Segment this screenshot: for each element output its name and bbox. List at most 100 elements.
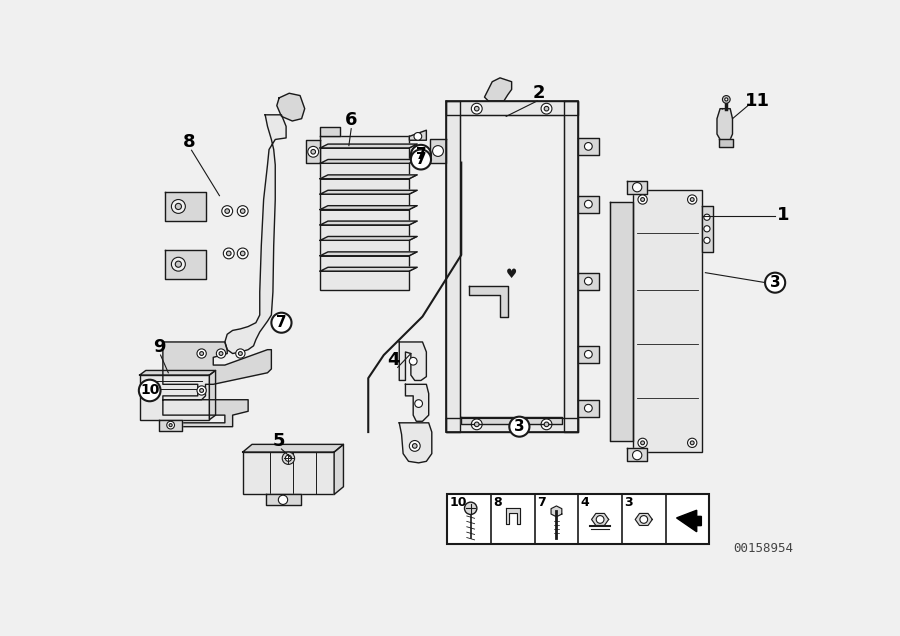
Text: 10: 10 xyxy=(450,495,467,509)
Circle shape xyxy=(472,103,482,114)
Polygon shape xyxy=(506,508,520,523)
Circle shape xyxy=(139,380,160,401)
Bar xyxy=(634,190,701,452)
Circle shape xyxy=(171,200,185,214)
Circle shape xyxy=(544,106,549,111)
Circle shape xyxy=(584,404,592,412)
Polygon shape xyxy=(320,127,339,136)
Text: 7: 7 xyxy=(416,152,427,167)
Circle shape xyxy=(308,146,319,157)
Polygon shape xyxy=(320,160,417,163)
Circle shape xyxy=(509,417,529,437)
Circle shape xyxy=(285,455,292,461)
Polygon shape xyxy=(320,221,417,225)
Circle shape xyxy=(169,424,172,427)
Circle shape xyxy=(474,106,479,111)
Circle shape xyxy=(690,198,694,202)
Polygon shape xyxy=(243,445,344,452)
Circle shape xyxy=(171,258,185,271)
Polygon shape xyxy=(306,140,320,163)
Circle shape xyxy=(688,195,697,204)
Circle shape xyxy=(411,145,431,165)
Text: ♥: ♥ xyxy=(506,268,518,280)
Bar xyxy=(460,115,563,418)
Polygon shape xyxy=(551,506,562,517)
Circle shape xyxy=(240,251,245,256)
Circle shape xyxy=(225,209,230,214)
Circle shape xyxy=(690,441,694,445)
Polygon shape xyxy=(610,202,634,441)
Text: 6: 6 xyxy=(345,111,357,129)
Circle shape xyxy=(410,441,420,452)
Circle shape xyxy=(638,438,647,448)
Circle shape xyxy=(236,349,245,358)
Circle shape xyxy=(544,422,549,427)
Circle shape xyxy=(272,313,292,333)
Circle shape xyxy=(412,444,417,448)
Circle shape xyxy=(541,419,552,430)
Circle shape xyxy=(197,386,206,395)
Circle shape xyxy=(433,146,444,156)
Circle shape xyxy=(176,204,182,209)
Text: 3: 3 xyxy=(625,495,633,509)
Polygon shape xyxy=(320,190,417,194)
Circle shape xyxy=(283,452,294,464)
Polygon shape xyxy=(719,139,733,147)
Circle shape xyxy=(765,273,785,293)
Polygon shape xyxy=(320,267,417,271)
Polygon shape xyxy=(277,93,305,121)
Polygon shape xyxy=(166,249,205,279)
Circle shape xyxy=(166,421,175,429)
Bar xyxy=(320,136,410,291)
Circle shape xyxy=(584,200,592,208)
Polygon shape xyxy=(400,423,432,463)
Circle shape xyxy=(238,352,242,356)
Polygon shape xyxy=(701,205,713,252)
Circle shape xyxy=(464,502,477,515)
Circle shape xyxy=(704,226,710,232)
Polygon shape xyxy=(717,109,733,142)
Polygon shape xyxy=(400,342,427,380)
Circle shape xyxy=(415,399,422,408)
Polygon shape xyxy=(591,513,608,525)
Polygon shape xyxy=(320,205,417,209)
Polygon shape xyxy=(578,399,599,417)
Text: 3: 3 xyxy=(770,275,780,290)
Circle shape xyxy=(724,98,728,101)
Text: 7: 7 xyxy=(276,315,287,330)
Polygon shape xyxy=(446,101,460,432)
Polygon shape xyxy=(163,342,272,399)
Circle shape xyxy=(223,248,234,259)
Circle shape xyxy=(411,149,431,169)
Polygon shape xyxy=(627,448,647,461)
Circle shape xyxy=(238,248,248,259)
Polygon shape xyxy=(446,418,578,432)
Polygon shape xyxy=(677,510,701,532)
Circle shape xyxy=(219,352,223,356)
Circle shape xyxy=(200,389,203,392)
Text: 3: 3 xyxy=(514,419,525,434)
Circle shape xyxy=(641,198,644,202)
Text: 1: 1 xyxy=(777,206,789,224)
Polygon shape xyxy=(461,417,562,424)
Circle shape xyxy=(474,422,479,427)
Circle shape xyxy=(227,251,231,256)
Circle shape xyxy=(310,149,316,154)
Circle shape xyxy=(176,261,182,267)
Circle shape xyxy=(221,205,232,216)
Polygon shape xyxy=(320,175,417,179)
Circle shape xyxy=(638,195,647,204)
Text: 8: 8 xyxy=(493,495,502,509)
Polygon shape xyxy=(210,370,216,420)
Circle shape xyxy=(641,441,644,445)
Circle shape xyxy=(584,350,592,358)
Circle shape xyxy=(584,142,592,150)
Bar xyxy=(447,494,709,544)
Polygon shape xyxy=(578,273,599,289)
Polygon shape xyxy=(163,399,248,427)
Circle shape xyxy=(216,349,226,358)
Circle shape xyxy=(278,495,288,504)
Circle shape xyxy=(472,419,482,430)
Polygon shape xyxy=(484,78,511,101)
Polygon shape xyxy=(320,252,417,256)
